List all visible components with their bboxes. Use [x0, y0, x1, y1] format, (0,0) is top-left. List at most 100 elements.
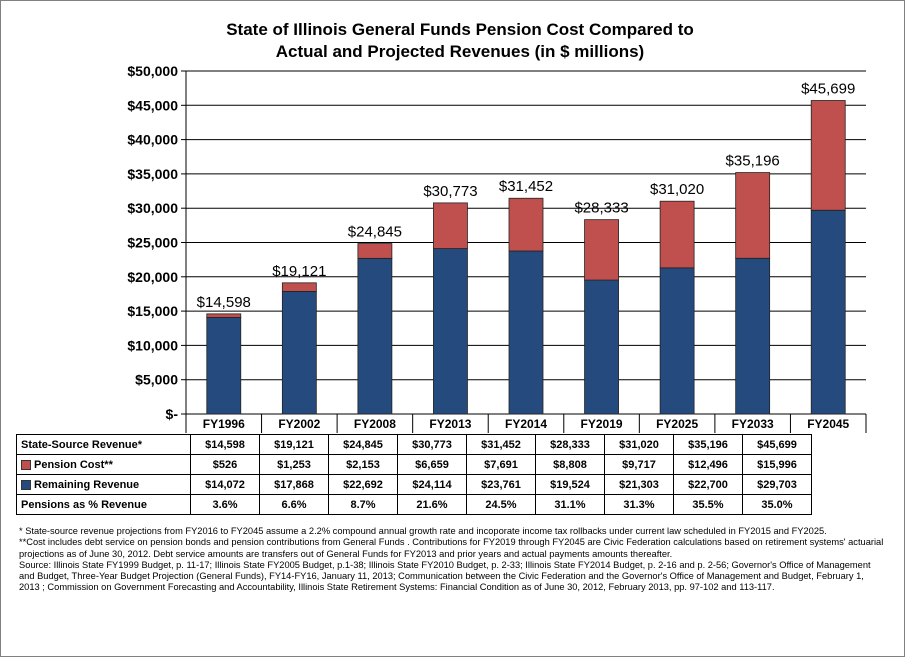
table-cell: $24,845	[328, 434, 398, 455]
bar-pension-cost	[357, 243, 393, 259]
y-tick-label: $15,000	[127, 303, 178, 319]
table-cell: $19,121	[259, 434, 329, 455]
bar-remaining-revenue	[281, 291, 317, 415]
total-label: $31,020	[650, 181, 704, 198]
table-cell: $14,598	[190, 434, 260, 455]
footnote-cost: **Cost includes debt service on pension …	[19, 537, 884, 559]
x-category-label: FY2025	[656, 417, 698, 431]
table-row-label: Pension Cost**	[16, 454, 191, 475]
bar-pension-cost	[281, 282, 317, 292]
table-cell: $35,196	[673, 434, 743, 455]
table-cell: 8.7%	[328, 494, 398, 515]
table-row: Remaining Revenue $14,072 $17,868 $22,692 $2…	[16, 474, 812, 495]
table-cell: $526	[190, 454, 260, 475]
legend-swatch	[21, 479, 31, 490]
table-cell: $30,773	[397, 434, 467, 455]
table-cell: $31,020	[604, 434, 674, 455]
footnotes: * State-source revenue projections from …	[19, 526, 887, 594]
table-cell: $14,072	[190, 474, 260, 495]
total-label: $24,845	[348, 224, 402, 241]
bar-pension-cost	[735, 172, 771, 259]
bar-remaining-revenue	[508, 250, 544, 415]
x-category-label: FY2019	[581, 417, 623, 431]
x-category-label: FY2002	[278, 417, 320, 431]
table-cell: $12,496	[673, 454, 743, 475]
y-tick-label: $10,000	[127, 337, 178, 353]
y-tick-label: $35,000	[127, 166, 178, 182]
table-cell: 6.6%	[259, 494, 329, 515]
bar-pension-cost	[508, 197, 544, 252]
y-tick-label: $20,000	[127, 269, 178, 285]
chart-title: State of Illinois General Funds Pension …	[150, 19, 770, 63]
y-tick-label: $40,000	[127, 132, 178, 148]
table-cell: $31,452	[466, 434, 536, 455]
footnote-source: Source: Illinois State FY1999 Budget, p.…	[19, 559, 871, 593]
table-cell: $28,333	[535, 434, 605, 455]
table-cell: $24,114	[397, 474, 467, 495]
bar-pension-cost	[433, 202, 468, 249]
bar-remaining-revenue	[433, 248, 468, 415]
table-cell: $23,761	[466, 474, 536, 495]
x-category-label: FY2033	[732, 417, 774, 431]
y-tick-label: $25,000	[127, 235, 178, 251]
footnote-revenue: * State-source revenue projections from …	[19, 526, 827, 536]
table-row-label: Pensions as % Revenue	[16, 494, 191, 515]
data-table: State-Source Revenue* $14,598 $19,121 $24,8…	[16, 434, 812, 515]
x-category-label: FY1996	[203, 417, 245, 431]
table-cell: 21.6%	[397, 494, 467, 515]
chart-title-line-1: State of Illinois General Funds Pension …	[226, 20, 694, 39]
table-row-label: State-Source Revenue*	[16, 434, 191, 455]
table-cell: $17,868	[259, 474, 329, 495]
x-category-label: FY2008	[354, 417, 396, 431]
table-cell: $19,524	[535, 474, 605, 495]
table-cell: $22,700	[673, 474, 743, 495]
table-cell: 24.5%	[466, 494, 536, 515]
table-cell: $2,153	[328, 454, 398, 475]
table-cell: $45,699	[742, 434, 812, 455]
row-label-text: Pensions as % Revenue	[21, 498, 147, 511]
table-row: Pension Cost** $526 $1,253 $2,153 $6,659 $7,6…	[16, 454, 812, 475]
total-label: $14,598	[197, 294, 251, 311]
y-tick-label: $50,000	[127, 63, 178, 79]
y-tick-label: $5,000	[135, 372, 178, 388]
table-cell: $29,703	[742, 474, 812, 495]
chart-title-line-2: Actual and Projected Revenues (in $ mill…	[275, 42, 645, 61]
row-label-text: Pension Cost**	[34, 458, 113, 471]
row-label-text: Remaining Revenue	[34, 478, 140, 491]
bar-pension-cost	[810, 100, 846, 211]
table-cell: $8,808	[535, 454, 605, 475]
table-row: State-Source Revenue* $14,598 $19,121 $24,8…	[16, 434, 812, 455]
legend-swatch	[21, 459, 31, 470]
table-row-label: Remaining Revenue	[16, 474, 191, 495]
x-category-label: FY2045	[807, 417, 849, 431]
row-label-text: State-Source Revenue*	[21, 438, 143, 451]
y-tick-label: $30,000	[127, 200, 178, 216]
table-cell: $7,691	[466, 454, 536, 475]
bar-remaining-revenue	[810, 209, 846, 415]
total-label: $45,699	[801, 81, 855, 98]
y-tick-label: $-	[166, 406, 179, 422]
table-cell: $22,692	[328, 474, 398, 495]
table-cell: $9,717	[604, 454, 674, 475]
bar-pension-cost	[584, 219, 619, 281]
table-cell: $1,253	[259, 454, 329, 475]
y-tick-label: $45,000	[127, 97, 178, 113]
bar-pension-cost	[206, 313, 242, 318]
bar-pension-cost	[659, 200, 695, 269]
bar-remaining-revenue	[357, 257, 393, 415]
table-cell: 35.5%	[673, 494, 743, 515]
total-label: $31,452	[499, 178, 553, 195]
table-cell: $21,303	[604, 474, 674, 495]
table-cell: 31.3%	[604, 494, 674, 515]
x-category-label: FY2014	[505, 417, 547, 431]
total-label: $28,333	[574, 200, 628, 217]
total-label: $19,121	[272, 263, 326, 280]
bar-remaining-revenue	[206, 317, 242, 415]
x-category-label: FY2013	[429, 417, 471, 431]
bar-remaining-revenue	[584, 279, 619, 415]
total-label: $35,196	[726, 153, 780, 170]
table-cell: $6,659	[397, 454, 467, 475]
total-label: $30,773	[423, 183, 477, 200]
table-cell: 35.0%	[742, 494, 812, 515]
table-cell: 3.6%	[190, 494, 260, 515]
